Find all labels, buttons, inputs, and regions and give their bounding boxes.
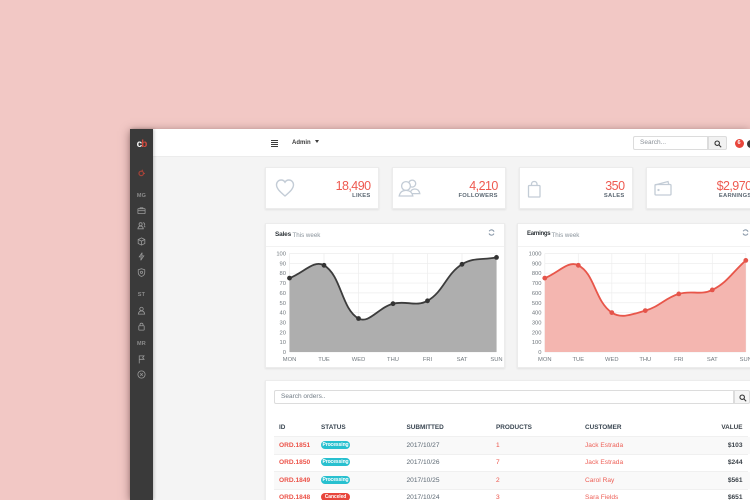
svg-text:100: 100 (276, 252, 286, 258)
svg-text:SUN: SUN (490, 357, 502, 363)
svg-text:FRI: FRI (674, 357, 684, 363)
svg-text:WED: WED (605, 357, 619, 363)
svg-text:TUE: TUE (572, 357, 584, 363)
svg-text:400: 400 (532, 311, 542, 317)
svg-text:30: 30 (280, 320, 286, 326)
svg-text:600: 600 (532, 291, 542, 297)
svg-text:MON: MON (283, 357, 297, 363)
svg-text:WED: WED (352, 357, 366, 363)
svg-text:SUN: SUN (740, 357, 750, 363)
svg-text:100: 100 (532, 340, 542, 346)
svg-text:SAT: SAT (707, 357, 718, 363)
svg-text:70: 70 (280, 281, 286, 287)
svg-text:800: 800 (532, 271, 542, 277)
svg-text:THU: THU (387, 357, 399, 363)
svg-text:10: 10 (280, 340, 286, 346)
svg-text:60: 60 (280, 291, 286, 297)
svg-text:200: 200 (532, 330, 542, 336)
svg-text:300: 300 (532, 320, 542, 326)
svg-text:MON: MON (538, 357, 552, 363)
svg-text:20: 20 (280, 330, 286, 336)
svg-text:50: 50 (280, 301, 286, 307)
svg-text:1000: 1000 (529, 252, 542, 258)
svg-text:TUE: TUE (318, 357, 330, 363)
svg-text:FRI: FRI (423, 357, 433, 363)
svg-text:THU: THU (639, 357, 651, 363)
svg-text:SAT: SAT (457, 357, 468, 363)
svg-text:0: 0 (538, 350, 541, 356)
svg-text:700: 700 (532, 281, 542, 287)
svg-text:900: 900 (532, 261, 542, 267)
svg-text:500: 500 (532, 301, 542, 307)
svg-text:40: 40 (280, 311, 286, 317)
svg-text:80: 80 (280, 271, 286, 277)
svg-text:90: 90 (280, 261, 286, 267)
svg-text:0: 0 (283, 350, 286, 356)
